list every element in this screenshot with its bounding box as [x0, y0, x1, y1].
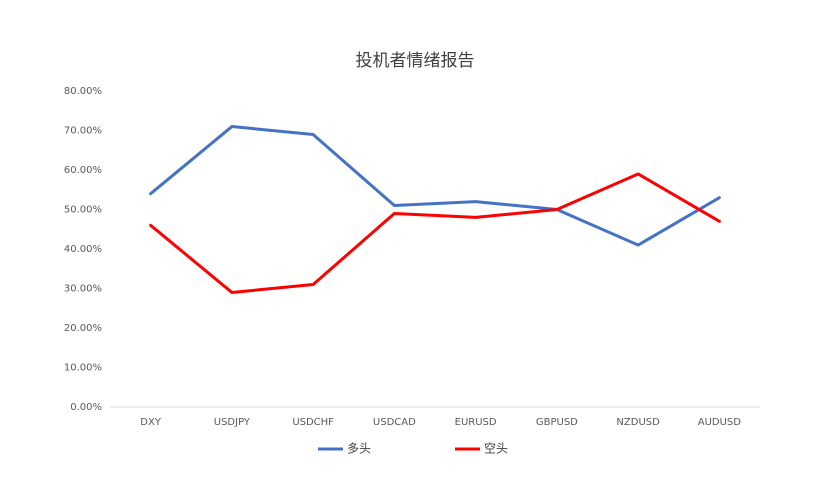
x-tick-label: USDCHF — [292, 417, 334, 428]
y-tick-label: 50.00% — [64, 205, 102, 216]
y-tick-label: 70.00% — [64, 126, 102, 137]
x-tick-label: AUDUSD — [698, 417, 742, 428]
y-tick-label: 30.00% — [64, 284, 102, 295]
x-tick-label: USDCAD — [373, 417, 416, 428]
series-line — [149, 172, 721, 294]
y-tick-label: 80.00% — [64, 86, 102, 97]
x-tick-label: GBPUSD — [536, 417, 578, 428]
chart-title: 投机者情绪报告 — [356, 51, 475, 71]
legend-label: 多头 — [347, 442, 371, 456]
series-line — [149, 125, 721, 247]
legend-label: 空头 — [484, 442, 508, 456]
y-tick-label: 20.00% — [64, 323, 102, 334]
y-tick-label: 0.00% — [70, 402, 102, 413]
y-tick-label: 60.00% — [64, 165, 102, 176]
x-tick-label: USDJPY — [214, 417, 251, 428]
y-tick-label: 40.00% — [64, 244, 102, 255]
x-tick-label: NZDUSD — [616, 417, 660, 428]
y-tick-label: 10.00% — [64, 363, 102, 374]
x-tick-label: EURUSD — [455, 417, 497, 428]
x-tick-label: DXY — [140, 417, 162, 428]
